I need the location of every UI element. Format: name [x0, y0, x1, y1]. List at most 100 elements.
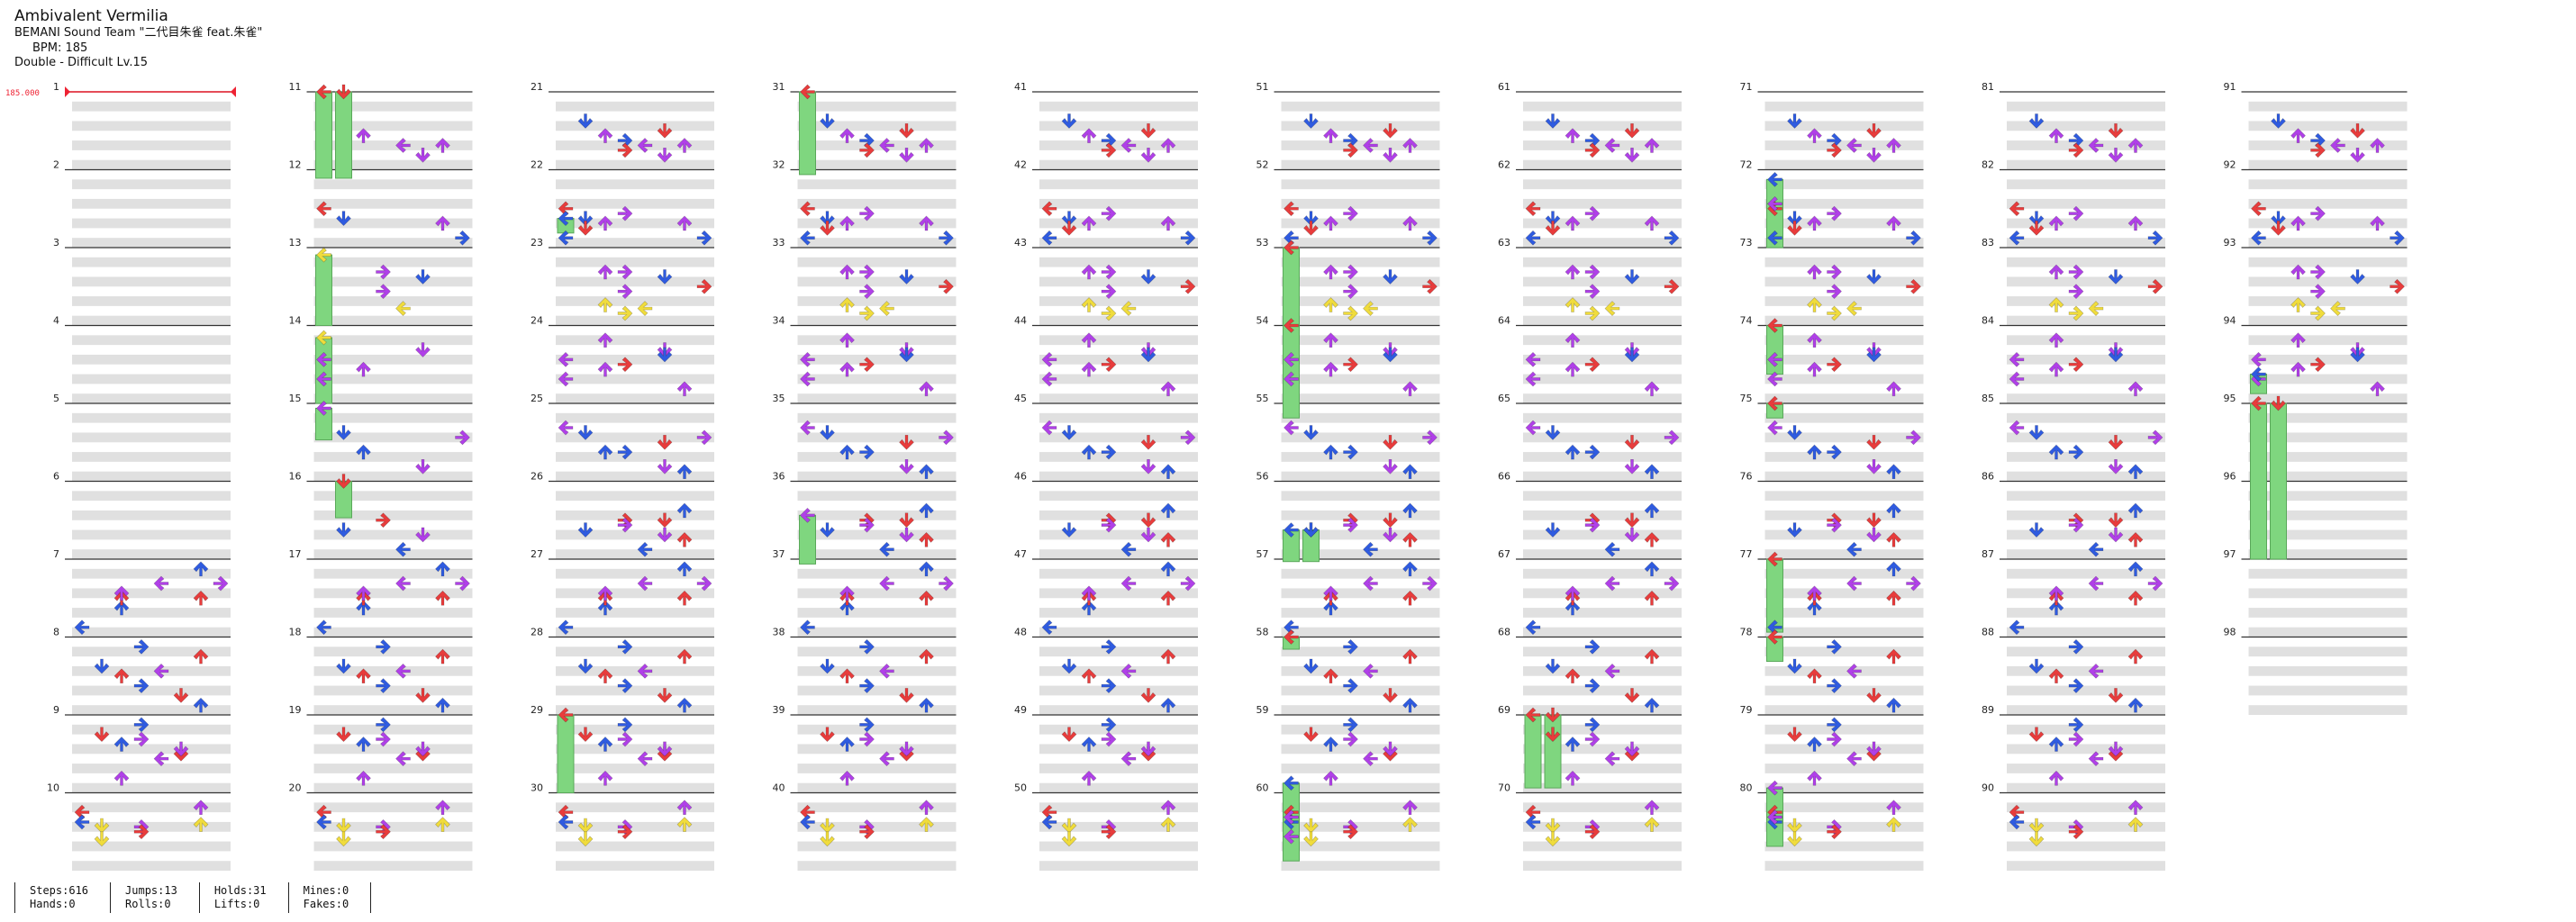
arrow-shape — [657, 147, 673, 163]
arrow-right-icon — [1584, 717, 1601, 733]
arrow-up-icon — [676, 697, 693, 713]
arrow-left-icon — [1525, 201, 1541, 217]
arrow-shape — [1846, 751, 1862, 767]
arrow-left-icon — [2251, 201, 2266, 217]
arrow-shape — [1283, 201, 1299, 217]
arrow-shape — [1323, 264, 1338, 280]
arrow-right-icon — [1827, 205, 1842, 221]
arrow-up-icon — [1323, 585, 1338, 601]
measure-number: 82 — [1982, 159, 1994, 171]
measure-number: 59 — [1256, 704, 1269, 716]
arrow-shape — [1343, 638, 1358, 655]
arrow-shape — [2068, 678, 2084, 693]
arrow-shape — [1584, 731, 1601, 747]
beat-band — [556, 315, 714, 326]
arrow-right-icon — [859, 142, 875, 158]
arrow-right-icon — [133, 638, 150, 655]
arrow-up-icon — [2290, 361, 2306, 377]
arrow-shape — [2290, 264, 2306, 280]
arrow-up-icon — [676, 590, 693, 606]
arrow-down-icon — [899, 741, 914, 757]
arrow-up-icon — [1160, 590, 1176, 606]
arrow-up-icon — [2127, 464, 2144, 479]
arrow-down-icon — [2108, 512, 2124, 529]
arrow-right-icon — [133, 731, 150, 747]
arrow-shape — [1664, 429, 1680, 446]
beat-band — [1764, 432, 1924, 443]
measure-number: 52 — [1256, 159, 1269, 171]
beat-band — [797, 315, 957, 326]
arrow-up-icon — [435, 800, 450, 816]
arrow-shape — [1565, 361, 1581, 377]
arrow-left-icon — [1525, 619, 1541, 636]
beat-band — [72, 491, 231, 502]
arrow-down-icon — [1383, 347, 1398, 363]
measure-number: 38 — [773, 627, 785, 638]
arrow-shape — [1383, 434, 1398, 450]
arrow-shape — [1624, 512, 1640, 529]
arrow-shape — [2068, 517, 2084, 533]
arrow-shape — [376, 717, 391, 733]
arrow-up-icon — [919, 648, 934, 664]
arrow-down-icon — [1545, 707, 1561, 723]
beat-band — [556, 198, 714, 209]
arrow-right-icon — [1827, 731, 1842, 747]
beat-band — [797, 218, 957, 229]
beat-band — [72, 354, 231, 365]
arrow-shape — [1160, 697, 1176, 713]
arrow-shape — [899, 512, 914, 529]
beat-band — [1764, 393, 1924, 403]
beat-band — [313, 841, 473, 852]
arrow-shape — [1584, 517, 1601, 533]
arrow-shape — [657, 122, 673, 139]
arrow-right-icon — [2147, 575, 2163, 592]
arrow-right-icon — [859, 264, 875, 280]
arrow-shape — [1343, 824, 1358, 840]
arrow-shape — [899, 458, 914, 475]
arrow-right-icon — [1180, 230, 1196, 246]
measure-number: 33 — [773, 237, 785, 249]
arrow-right-icon — [1827, 717, 1842, 733]
arrow-right-icon — [1827, 444, 1842, 460]
beat-band — [1281, 588, 1440, 599]
arrow-shape — [1283, 809, 1299, 825]
beat-band — [2248, 608, 2408, 618]
arrow-shape — [1323, 600, 1338, 616]
arrow-right-icon — [859, 731, 875, 747]
beat-band — [1764, 665, 1924, 676]
arrow-up-icon — [1886, 138, 1901, 153]
arrow-up-icon — [113, 737, 130, 752]
arrow-shape — [2251, 201, 2266, 217]
beat-band — [797, 159, 957, 170]
beat-band — [72, 821, 231, 832]
beat-band — [72, 218, 231, 229]
arrow-right-icon — [2068, 678, 2084, 693]
arrow-up-icon — [2048, 600, 2064, 616]
measure-number: 57 — [1256, 548, 1269, 560]
arrow-left-icon — [74, 619, 90, 636]
arrow-left-icon — [1283, 775, 1299, 791]
arrow-shape — [1866, 741, 1882, 757]
beat-band — [72, 724, 231, 735]
arrow-shape — [637, 575, 653, 592]
beat-band — [1281, 198, 1440, 209]
arrow-shape — [657, 458, 673, 475]
arrow-up-icon — [2127, 215, 2144, 231]
arrow-shape — [2048, 128, 2064, 143]
arrow-shape — [1061, 727, 1077, 743]
beat-band — [1039, 238, 1198, 248]
arrow-shape — [336, 831, 351, 847]
arrow-up-icon — [2127, 697, 2144, 713]
arrow-down-icon — [1866, 269, 1882, 285]
arrow-up-icon — [1081, 128, 1097, 143]
beat-band — [556, 802, 714, 813]
arrow-shape — [193, 561, 209, 577]
arrow-shape — [1787, 727, 1802, 743]
measure-number: 55 — [1256, 393, 1269, 404]
arrow-shape — [839, 332, 855, 348]
arrow-shape — [1303, 425, 1319, 440]
beat-band — [72, 841, 231, 852]
beat-band — [2007, 841, 2165, 852]
arrow-down-icon — [2350, 269, 2365, 285]
arrow-shape — [577, 211, 594, 226]
